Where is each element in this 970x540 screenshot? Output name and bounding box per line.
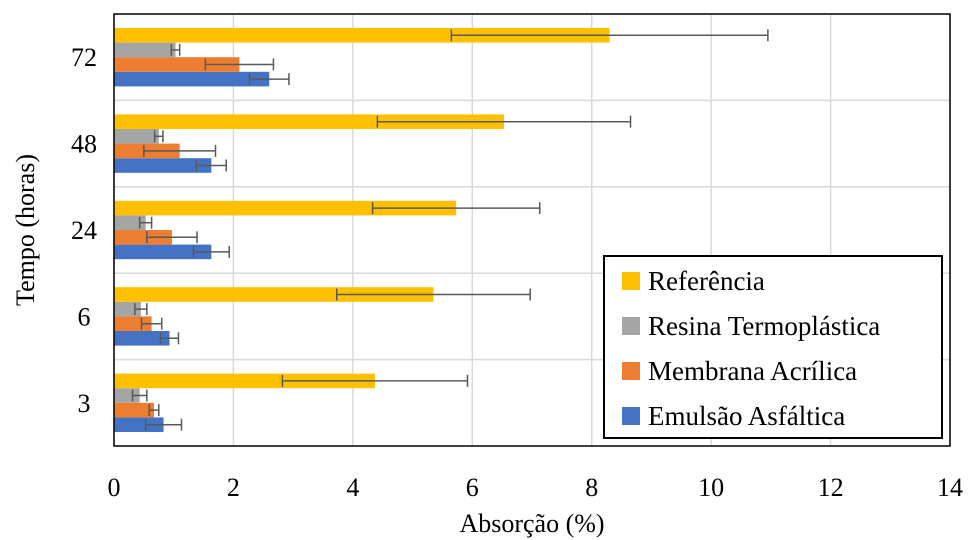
- y-tick-labels: 3 6 24 48 72: [71, 43, 97, 418]
- legend-label: Referência: [648, 266, 765, 296]
- legend-label: Emulsão Asfáltica: [648, 401, 845, 431]
- bar: [114, 42, 176, 58]
- legend-swatch: [622, 317, 640, 335]
- bar: [114, 200, 457, 216]
- bar: [114, 402, 155, 418]
- bar: [114, 230, 172, 245]
- bar: [114, 287, 434, 302]
- x-axis-title: Absorção (%): [459, 509, 604, 538]
- x-tick-label: 0: [108, 473, 121, 502]
- bar: [114, 114, 504, 129]
- x-tick-label: 12: [818, 473, 844, 502]
- legend-swatch: [622, 272, 640, 290]
- x-tick-label: 4: [346, 473, 359, 502]
- bar: [114, 28, 610, 43]
- x-tick-labels: 0 2 4 6 8 10 12 14: [108, 473, 964, 502]
- y-axis-title: Tempo (horas): [11, 154, 40, 306]
- x-tick-label: 6: [466, 473, 479, 502]
- y-tick-label: 3: [78, 389, 91, 418]
- legend-label: Resina Termoplástica: [648, 311, 880, 341]
- bar: [114, 373, 375, 389]
- error-bars: [131, 29, 769, 431]
- x-tick-label: 10: [698, 473, 724, 502]
- y-tick-label: 72: [71, 43, 97, 72]
- legend-swatch: [622, 362, 640, 380]
- bar: [114, 244, 212, 260]
- bar: [114, 417, 164, 432]
- legend: Referência Resina Termoplástica Membrana A…: [603, 255, 943, 439]
- bar: [114, 57, 240, 72]
- y-tick-label: 24: [71, 216, 97, 245]
- x-tick-label: 2: [227, 473, 240, 502]
- gridlines: [113, 14, 951, 446]
- bar: [114, 158, 212, 173]
- bar: [114, 331, 170, 346]
- y-tick-label: 48: [71, 130, 97, 159]
- bar: [114, 129, 159, 144]
- legend-swatch: [622, 407, 640, 425]
- bars: [114, 28, 610, 432]
- plot-area-border: [113, 13, 951, 447]
- y-tick-label: 6: [78, 302, 91, 331]
- x-tick-label: 14: [937, 473, 963, 502]
- legend-box: [603, 255, 943, 439]
- x-tick-label: 8: [585, 473, 598, 502]
- legend-label: Membrana Acrílica: [648, 356, 857, 386]
- bar: [114, 71, 270, 87]
- bar: [114, 215, 146, 230]
